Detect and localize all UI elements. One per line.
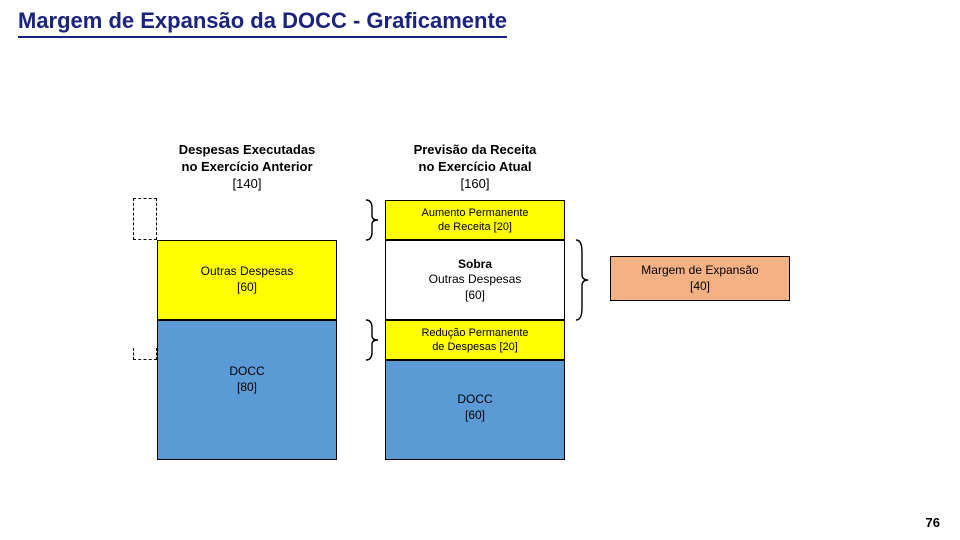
page-number: 76 (926, 515, 940, 530)
right-margem-label: Margem de Expansão (641, 263, 758, 279)
mid-col-header: Previsão da Receita no Exercício Atual [… (385, 142, 565, 193)
left-outras-block: Outras Despesas [60] (157, 240, 337, 320)
mid-aumento-block: Aumento Permanente de Receita [20] (385, 200, 565, 240)
mid-reducao-l2: de Despesas [20] (432, 340, 518, 354)
left-outras-val: [60] (237, 280, 257, 296)
left-header-l1: Despesas Executadas (157, 142, 337, 159)
mid-header-val: [160] (385, 176, 565, 193)
mid-docc-label: DOCC (457, 392, 492, 408)
page-title: Margem de Expansão da DOCC - Graficament… (18, 8, 507, 38)
mid-header-l2: no Exercício Atual (385, 159, 565, 176)
mid-docc-val: [60] (465, 408, 485, 424)
right-margem-block: Margem de Expansão [40] (610, 256, 790, 301)
mid-reducao-l1: Redução Permanente (421, 326, 528, 340)
brace-reducao (362, 318, 380, 362)
left-docc-val: [80] (237, 380, 257, 396)
brace-aumento (362, 198, 380, 242)
mid-reducao-block: Redução Permanente de Despesas [20] (385, 320, 565, 360)
left-header-l2: no Exercício Anterior (157, 159, 337, 176)
brace-margem (572, 238, 590, 322)
mid-sobra-val: [60] (465, 288, 485, 304)
left-outras-label: Outras Despesas (201, 264, 294, 280)
mid-aumento-l2: de Receita [20] (438, 220, 512, 234)
dotted-guide-mid (133, 348, 157, 360)
mid-docc-label-wrap: DOCC [60] (385, 390, 565, 426)
mid-sobra-block: Sobra Outras Despesas [60] (385, 240, 565, 320)
mid-aumento-l1: Aumento Permanente (421, 206, 528, 220)
left-docc-label-wrap: DOCC [80] (157, 360, 337, 400)
left-header-val: [140] (157, 176, 337, 193)
mid-header-l1: Previsão da Receita (385, 142, 565, 159)
right-margem-val: [40] (690, 279, 710, 295)
mid-sobra-sub: Outras Despesas (429, 272, 522, 288)
mid-sobra-label: Sobra (458, 257, 492, 273)
dotted-guide-top (133, 198, 157, 240)
left-docc-label: DOCC (229, 364, 264, 380)
left-col-header: Despesas Executadas no Exercício Anterio… (157, 142, 337, 193)
